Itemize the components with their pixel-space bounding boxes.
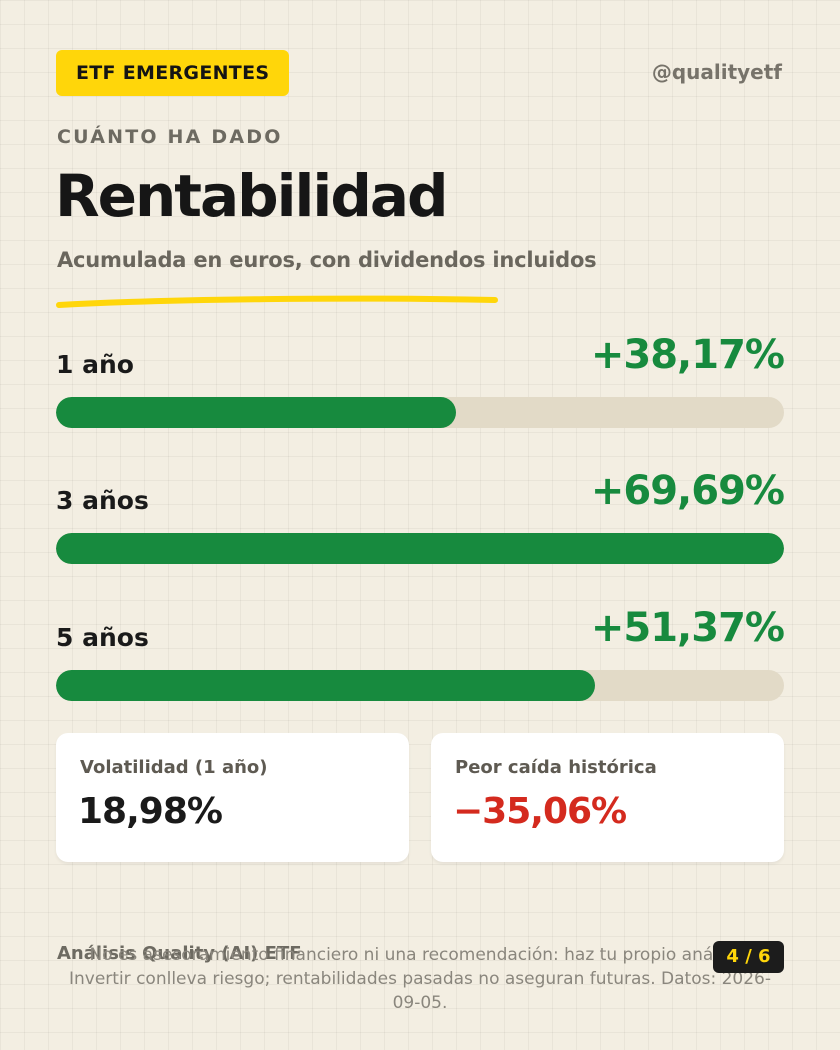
return-bar-track <box>56 670 784 701</box>
footer-brand: Análisis Quality (AI) ETF <box>57 943 302 964</box>
card-value: 18,98% <box>78 791 223 832</box>
return-bar-fill <box>56 670 595 701</box>
section-kicker: CUÁNTO HA DADO <box>57 126 283 148</box>
return-label: 3 años <box>56 486 149 515</box>
account-handle: @qualityetf <box>651 60 782 84</box>
volatility-card: Volatilidad (1 año) 18,98% <box>56 733 409 862</box>
return-value: +51,37% <box>590 605 785 651</box>
page-subtitle: Acumulada en euros, con dividendos inclu… <box>57 248 597 272</box>
return-bar-track <box>56 397 784 428</box>
page-title: Rentabilidad <box>55 162 448 230</box>
return-bar-track <box>56 533 784 564</box>
return-label: 5 años <box>56 623 149 652</box>
return-row-1y: 1 año +38,17% <box>56 330 785 430</box>
max-drawdown-card: Peor caída histórica −35,06% <box>431 733 784 862</box>
return-bar-fill <box>56 533 784 564</box>
highlight-underline <box>56 295 498 308</box>
return-bar-fill <box>56 397 457 428</box>
card-label: Volatilidad (1 año) <box>80 757 268 778</box>
page-indicator: 4 / 6 <box>713 941 784 973</box>
return-value: +69,69% <box>590 468 785 514</box>
category-badge: ETF EMERGENTES <box>56 50 290 96</box>
return-value: +38,17% <box>590 332 785 378</box>
return-label: 1 año <box>56 350 134 379</box>
card-value: −35,06% <box>453 791 627 832</box>
disclaimer-text: No es asesoramiento financiero ni una re… <box>69 945 771 1013</box>
return-row-3y: 3 años +69,69% <box>56 466 785 566</box>
return-row-5y: 5 años +51,37% <box>56 603 785 703</box>
card-label: Peor caída histórica <box>455 757 657 778</box>
